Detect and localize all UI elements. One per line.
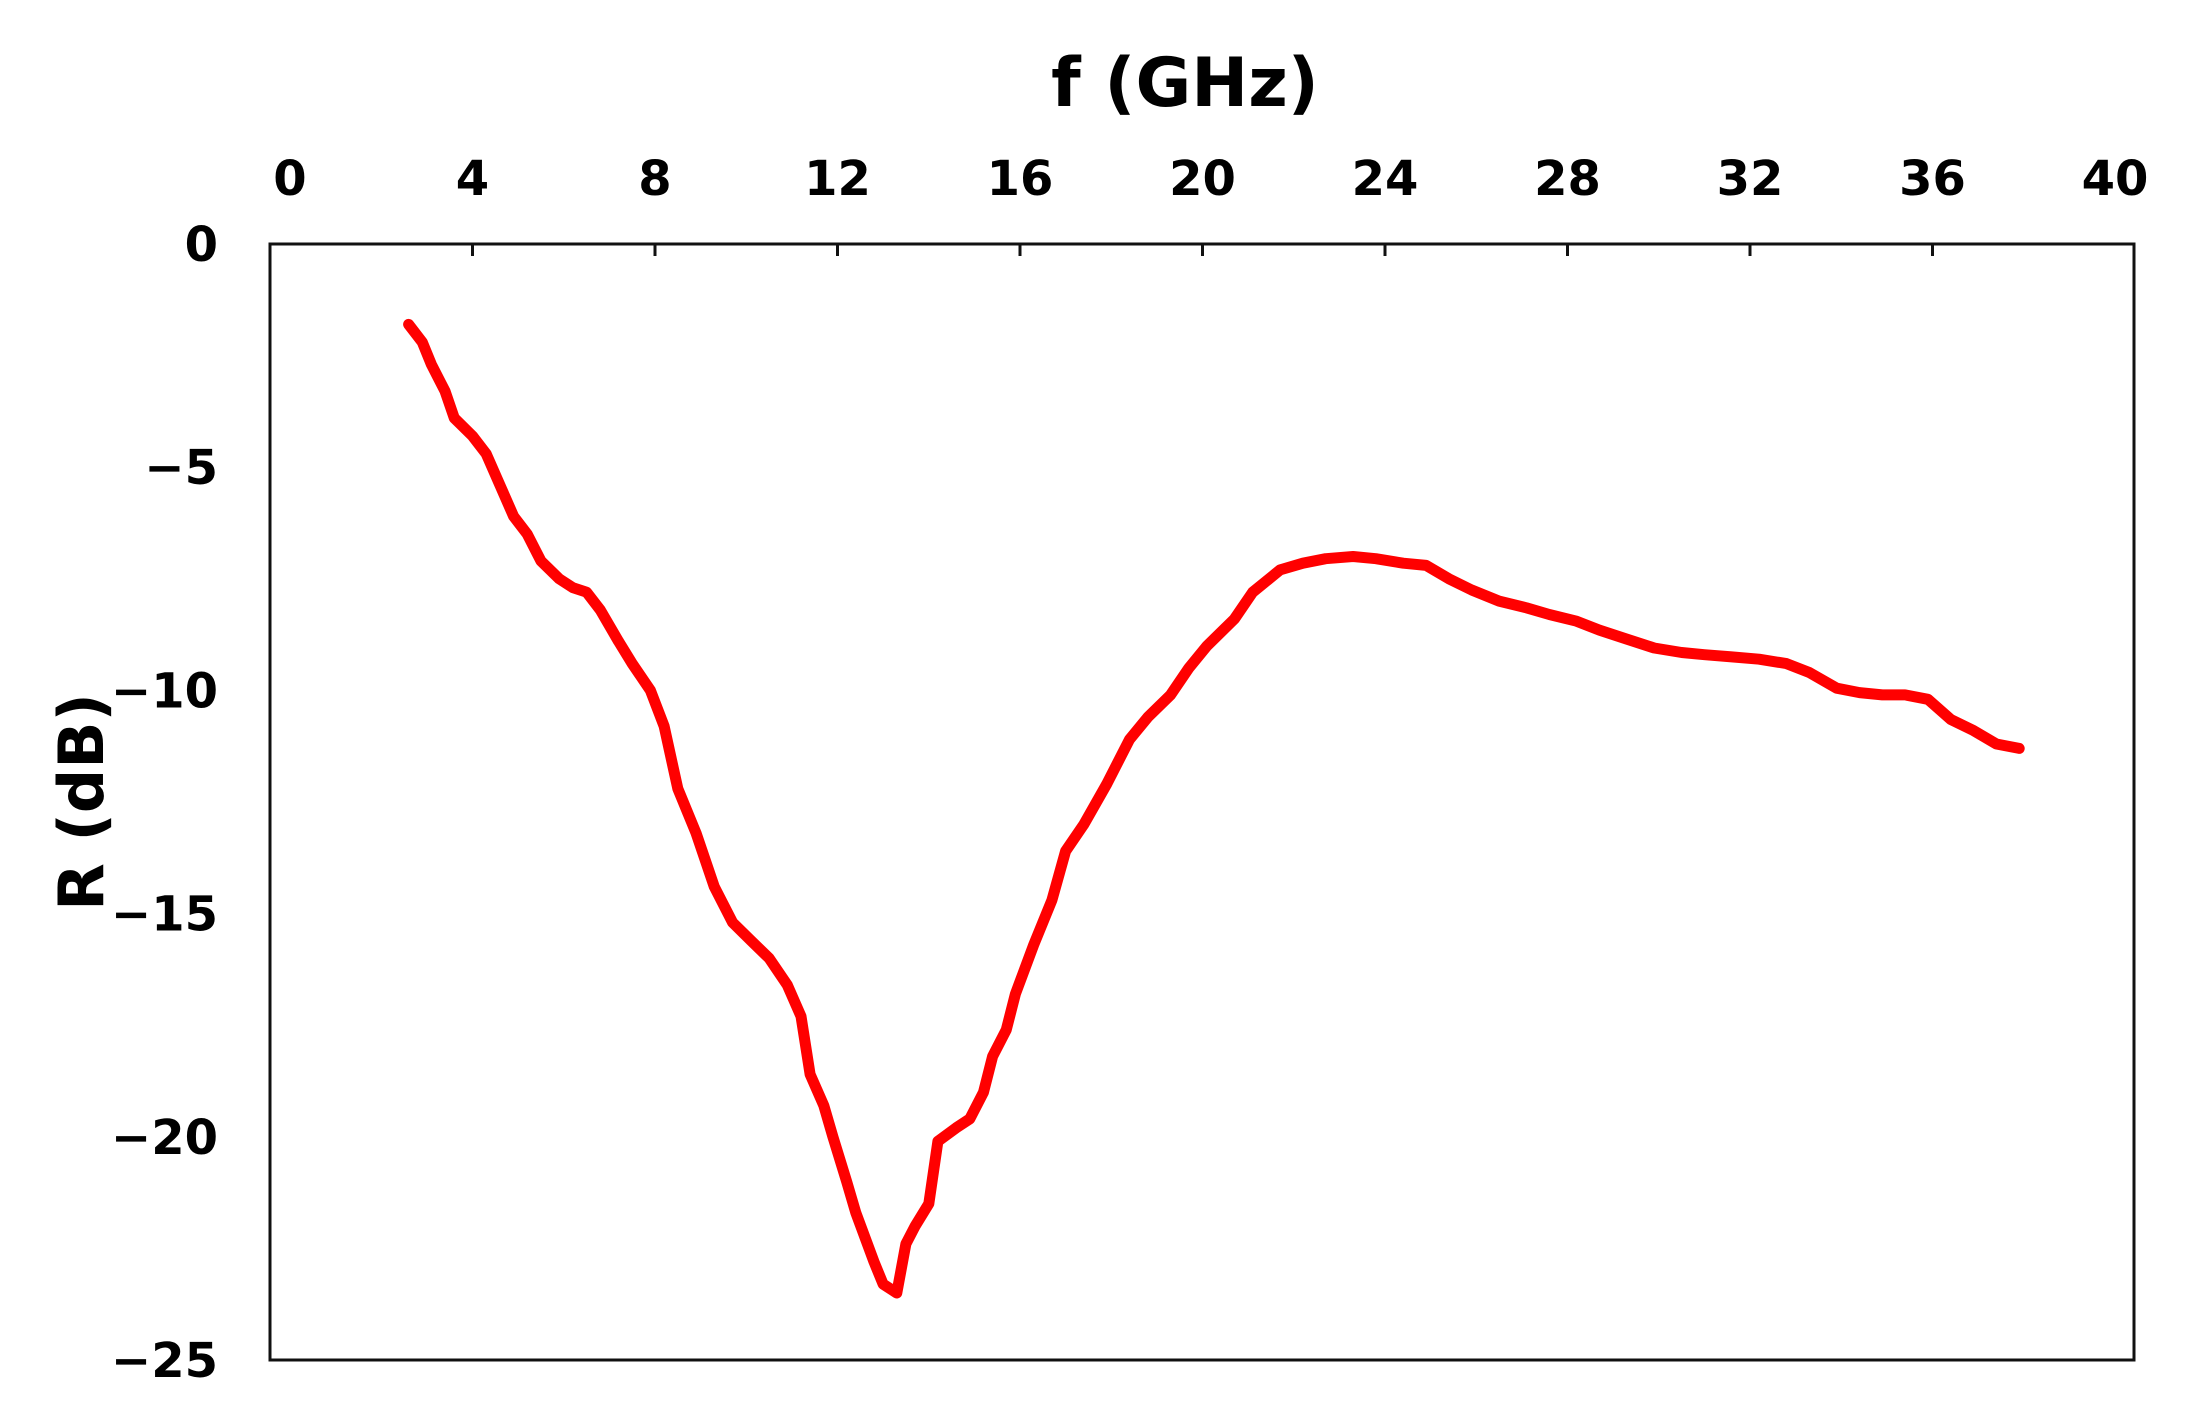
x-tick-label: 4 xyxy=(456,151,489,207)
y-tick-label: −20 xyxy=(111,1110,218,1166)
x-tick-label: 24 xyxy=(1352,151,1419,207)
y-tick-label: −15 xyxy=(111,887,218,943)
x-tick-label: 40 xyxy=(2082,151,2149,207)
x-tick-label: 28 xyxy=(1534,151,1601,207)
y-axis-ticks: 0 −5 −10 −15 −20 −25 xyxy=(111,217,218,1389)
x-tick-label: 16 xyxy=(987,151,1054,207)
x-tick-label: 36 xyxy=(1899,151,1966,207)
plot-frame xyxy=(268,242,2136,1362)
x-axis-label: f (GHz) xyxy=(1051,44,1319,123)
y-tick-label: −25 xyxy=(111,1333,218,1389)
x-tick-label: 32 xyxy=(1717,151,1784,207)
x-tick-label: 0 xyxy=(273,151,306,207)
x-tick-label: 8 xyxy=(638,151,671,207)
x-tick-label: 20 xyxy=(1169,151,1236,207)
series-group xyxy=(403,318,2025,1299)
y-tick-label: 0 xyxy=(185,217,218,273)
y-tick-label: −10 xyxy=(111,663,218,719)
series-line xyxy=(403,318,2025,1299)
y-axis-label: R (dB) xyxy=(45,693,118,911)
y-tick-label: −5 xyxy=(144,440,218,496)
x-tick-label: 12 xyxy=(804,151,871,207)
x-axis-ticks: 0 4 8 12 16 20 24 28 32 36 40 xyxy=(273,151,2148,256)
